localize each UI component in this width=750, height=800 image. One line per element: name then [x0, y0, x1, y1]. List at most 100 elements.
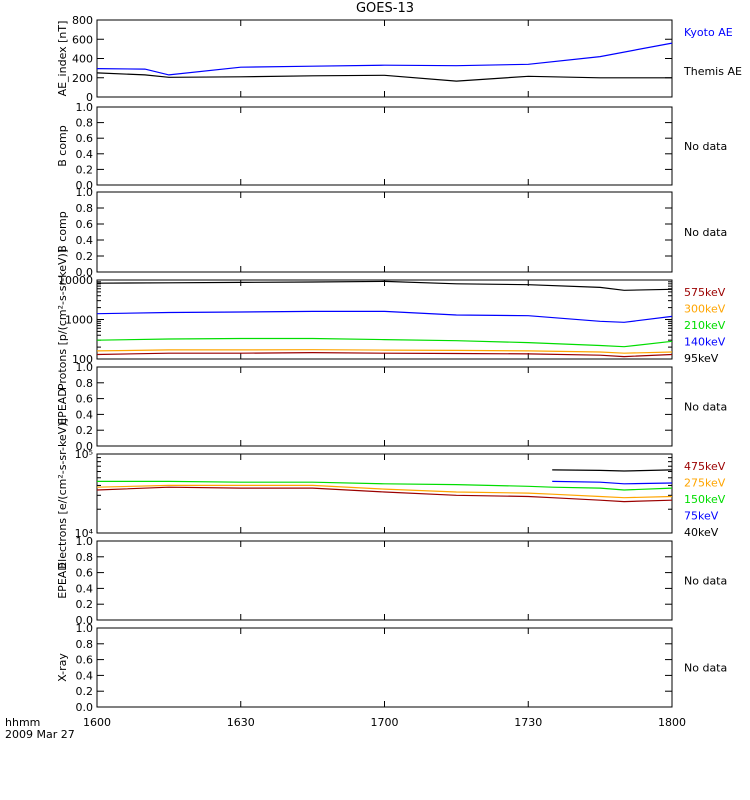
series-line-75kev — [552, 480, 673, 485]
y-axis-label: Electrons [e/(cm²-s-sr-keV)] — [56, 418, 69, 569]
y-tick-label: 0.2 — [76, 250, 94, 263]
y-tick-label: 0.8 — [76, 551, 94, 564]
panel-5: 1.0 0.8 0.6 0.4 0.2 0.0 EPEAD No data — [56, 361, 727, 453]
y-tick-label: 0.0 — [76, 179, 94, 192]
y-tick-label: 1.0 — [76, 101, 94, 114]
panel-8: 1.0 0.8 0.6 0.4 0.2 0.0 X-ray No data — [56, 622, 727, 714]
panel-frame — [96, 191, 673, 273]
legend-entry: 575keV — [684, 286, 726, 299]
x-tick-label: 1700 — [371, 716, 399, 729]
x-tick-label: 1800 — [658, 716, 686, 729]
series-line-150kev — [97, 480, 673, 491]
y-tick-label: 0.2 — [76, 685, 94, 698]
no-data-note: No data — [684, 140, 727, 153]
y-tick-label: 0.4 — [76, 408, 94, 421]
y-tick-label: 0.0 — [76, 614, 94, 627]
series-line-575kev — [96, 351, 673, 358]
y-tick-label: 0.4 — [76, 148, 94, 161]
y-tick-label: 1000 — [65, 314, 93, 327]
x-axis: 1600 1630 1700 1730 1800 — [83, 716, 686, 729]
y-axis-label: EPEAD — [56, 388, 69, 425]
y-tick-label: 0.8 — [76, 117, 94, 130]
y-tick-label: 0.8 — [76, 377, 94, 390]
series-line-275kev — [96, 484, 673, 499]
y-axis-label: B comp — [56, 125, 69, 167]
no-data-note: No data — [684, 575, 727, 588]
y-tick-label: 0.4 — [76, 582, 94, 595]
legend-entry: 275keV — [684, 477, 726, 490]
no-data-note: No data — [684, 226, 727, 239]
legend-entry: 75keV — [684, 510, 719, 523]
legend-entry: 300keV — [684, 303, 726, 316]
y-tick-label: 10⁴ — [75, 527, 94, 540]
series-line-475kev — [96, 486, 673, 503]
legend-entry: Kyoto AE — [684, 26, 733, 39]
y-tick-label: 0.2 — [76, 598, 94, 611]
y-tick-label: 0.8 — [76, 638, 94, 651]
legend-entry: 475keV — [684, 460, 726, 473]
panel-frame — [96, 279, 673, 360]
series-line-210kev — [96, 337, 673, 348]
y-axis-label: AE_index [nT] — [56, 21, 69, 97]
y-tick-label: 800 — [72, 14, 93, 27]
y-tick-label: 0.6 — [76, 218, 94, 231]
y-tick-label: 0.6 — [76, 567, 94, 580]
x-tick-label: 1730 — [514, 716, 542, 729]
panel-1: 800 600 400 200 0 AE_index [nT] Kyoto AE Themis… — [56, 14, 742, 104]
series-line-themis-ae — [96, 72, 672, 82]
y-tick-label: 0.6 — [76, 132, 94, 145]
y-tick-label: 100 — [72, 353, 93, 366]
panel-6: 10⁵ 10⁴ Electrons [e/(cm²-s-sr-keV)] 475keV… — [56, 418, 726, 569]
y-tick-label: 0.4 — [76, 234, 94, 247]
y-tick-label: 0.0 — [76, 440, 94, 453]
y-axis-label: X-ray — [56, 653, 69, 682]
series-line-140kev — [96, 310, 673, 323]
y-tick-label: 0.2 — [76, 163, 94, 176]
plot-title: GOES-13 — [356, 1, 414, 16]
y-tick-label: 200 — [72, 72, 93, 85]
legend-entry: 40keV — [684, 526, 719, 539]
panel-frame — [96, 453, 673, 534]
panel-frame — [96, 627, 673, 708]
y-tick-label: 0.6 — [76, 393, 94, 406]
y-tick-label: 10000 — [58, 274, 93, 287]
no-data-note: No data — [684, 662, 727, 675]
panel-7: 1.0 0.8 0.6 0.4 0.2 0.0 EPEAD No data — [56, 535, 727, 627]
series-line-300kev — [96, 349, 673, 354]
x-tick-label: 1630 — [227, 716, 255, 729]
panel-3: 1.0 0.8 0.6 0.4 0.2 0.0 B comp No data — [56, 186, 727, 279]
panels: 800 600 400 200 0 AE_index [nT] Kyoto AE Themis… — [56, 14, 742, 714]
y-tick-label: 0.2 — [76, 424, 94, 437]
y-tick-label: 10⁵ — [75, 448, 93, 461]
panel-frame — [96, 366, 673, 447]
y-tick-label: 0 — [86, 91, 93, 104]
y-tick-label: 400 — [72, 53, 93, 66]
legend-entry: 210keV — [684, 319, 726, 332]
legend-entry: 150keV — [684, 493, 726, 506]
x-axis-time-label: hhmm — [5, 716, 40, 729]
legend-entry: 140keV — [684, 336, 726, 349]
series-line-95kev — [96, 280, 673, 291]
series-line-40kev — [552, 469, 673, 472]
y-tick-label: 0.6 — [76, 654, 94, 667]
legend-entry: Themis AE — [683, 65, 742, 78]
panel-frame — [96, 540, 673, 621]
x-axis-date-label: 2009 Mar 27 — [5, 728, 75, 741]
y-tick-label: 0.4 — [76, 669, 94, 682]
no-data-note: No data — [684, 401, 727, 414]
legend-entry: 95keV — [684, 352, 719, 365]
y-tick-label: 1.0 — [76, 622, 94, 635]
y-tick-label: 1.0 — [76, 535, 94, 548]
y-tick-label: 600 — [72, 33, 93, 46]
y-tick-label: 1.0 — [76, 361, 94, 374]
panel-2: 1.0 0.8 0.6 0.4 0.2 0.0 B comp No data — [56, 101, 727, 192]
panel-frame — [96, 106, 673, 186]
y-tick-label: 0.0 — [76, 701, 94, 714]
y-tick-label: 0.8 — [76, 202, 94, 215]
y-axis-label: EPEAD — [56, 562, 69, 599]
y-axis-label: B comp — [56, 211, 69, 253]
y-tick-label: 0.0 — [76, 266, 94, 279]
series-line-kyoto-ae — [96, 42, 673, 76]
